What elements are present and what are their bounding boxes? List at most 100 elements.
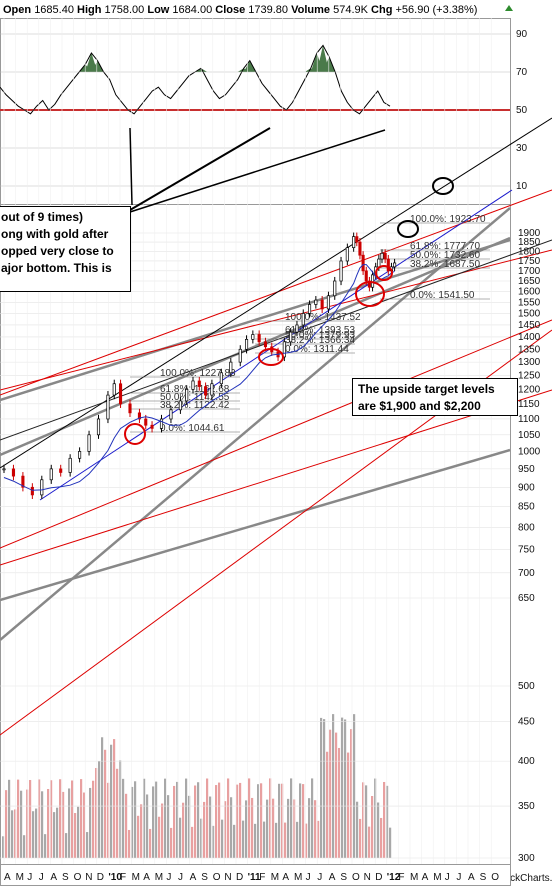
trend-line bbox=[0, 448, 511, 602]
volume-bar bbox=[338, 747, 341, 858]
volume-bar bbox=[350, 729, 353, 858]
volume-tick-label: 450 bbox=[518, 716, 535, 727]
volume-bar bbox=[305, 823, 308, 858]
volume-bar bbox=[239, 782, 242, 858]
price-tick-label: 1250 bbox=[518, 370, 541, 381]
time-tick-label: J bbox=[306, 872, 311, 883]
volume-bar bbox=[284, 822, 287, 858]
candle-body bbox=[339, 260, 343, 282]
volume-bar bbox=[221, 819, 224, 858]
moving-average-line bbox=[3, 264, 395, 491]
volume-bar bbox=[59, 779, 62, 858]
volume-bar bbox=[98, 761, 101, 858]
volume-bar bbox=[260, 783, 263, 858]
time-tick-label: S bbox=[62, 872, 69, 883]
highlight-circle bbox=[432, 177, 454, 195]
price-tick-label: 1650 bbox=[518, 276, 541, 287]
volume-bar bbox=[83, 792, 86, 858]
price-tick-label: 950 bbox=[518, 464, 535, 475]
volume-bar bbox=[71, 780, 74, 858]
volume-bar bbox=[356, 801, 359, 858]
time-tick-label: A bbox=[143, 872, 150, 883]
price-tick-label: 1550 bbox=[518, 297, 541, 308]
volume-bar bbox=[128, 829, 131, 858]
candle-body bbox=[238, 348, 242, 363]
time-tick-label: M bbox=[410, 872, 418, 883]
volume-bar bbox=[155, 781, 158, 858]
candle-body bbox=[68, 457, 72, 473]
note-right-line-1: The upside target levels bbox=[358, 382, 495, 396]
trend-line bbox=[0, 207, 511, 641]
volume-bar bbox=[209, 796, 212, 858]
volume-bar bbox=[311, 778, 314, 858]
candle-body bbox=[219, 372, 223, 385]
volume-bar bbox=[296, 821, 299, 858]
price-tick-label: 1500 bbox=[518, 308, 541, 319]
volume-bar bbox=[167, 795, 170, 858]
open-value: 1685.40 bbox=[34, 4, 74, 16]
candle-body bbox=[169, 409, 173, 420]
volume-bar bbox=[131, 786, 134, 858]
price-tick-label: 1150 bbox=[518, 399, 540, 410]
ohlc-header: Open 1685.40 High 1758.00 Low 1684.00 Cl… bbox=[3, 4, 513, 16]
volume-bar bbox=[359, 818, 362, 858]
note-left-line-1: out of 9 times) bbox=[1, 210, 84, 224]
volume-bar bbox=[89, 787, 92, 858]
volume-bar bbox=[146, 794, 149, 858]
candle-body bbox=[367, 280, 371, 288]
volume-bar bbox=[383, 781, 386, 858]
time-tick-label: A bbox=[50, 872, 57, 883]
candle-body bbox=[345, 247, 349, 262]
candle-body bbox=[386, 258, 390, 272]
volume-bar bbox=[203, 801, 206, 858]
candle-body bbox=[191, 380, 195, 390]
grid-layer bbox=[0, 18, 510, 864]
volume-bar bbox=[386, 785, 389, 858]
time-tick-label: A bbox=[468, 872, 475, 883]
volume-bar bbox=[101, 737, 104, 858]
volume-bar bbox=[275, 822, 278, 858]
price-tick-label: 1050 bbox=[518, 430, 541, 441]
time-tick-label: N bbox=[85, 872, 92, 883]
price-tick-label: 1600 bbox=[518, 286, 541, 297]
volume-bar bbox=[50, 780, 53, 858]
candle-body bbox=[59, 468, 63, 473]
time-tick-label: F bbox=[398, 872, 404, 883]
candle-body bbox=[355, 236, 359, 243]
candle-body bbox=[2, 468, 6, 471]
volume-layer bbox=[2, 714, 392, 858]
volume-bar bbox=[206, 778, 209, 858]
price-tick-label: 850 bbox=[518, 502, 535, 513]
time-tick-label: M bbox=[16, 872, 24, 883]
volume-bar bbox=[347, 752, 350, 858]
candle-body bbox=[159, 418, 164, 429]
fib-level-label: 0.0%: 1044.61 bbox=[160, 423, 225, 434]
time-tick-label: D bbox=[236, 872, 243, 883]
price-tick-label: 800 bbox=[518, 522, 535, 533]
time-tick-label: J bbox=[456, 872, 461, 883]
volume-bar bbox=[236, 784, 239, 858]
volume-bar bbox=[320, 717, 323, 858]
candle-body bbox=[361, 254, 365, 272]
volume-bar bbox=[365, 785, 368, 858]
candle-body bbox=[301, 313, 305, 326]
fib-level-label: 50.0%: 1732.60 bbox=[410, 250, 480, 261]
volume-bar bbox=[263, 821, 266, 858]
volume-bar bbox=[92, 780, 95, 858]
target-levels-note: The upside target levels are $1,900 and … bbox=[352, 378, 518, 416]
candle-body bbox=[87, 434, 91, 452]
fib-level-label: 61.8%: 1162.68 bbox=[160, 384, 230, 395]
volume-bar bbox=[287, 798, 290, 858]
candle-body bbox=[251, 334, 255, 340]
rsi-tick-label: 70 bbox=[516, 67, 528, 78]
volume-bar bbox=[32, 811, 35, 858]
time-tick-label: J bbox=[39, 872, 44, 883]
fib-level-label: 38.2%: 1687.50 bbox=[410, 259, 480, 270]
highlight-circle bbox=[397, 220, 419, 238]
candle-body bbox=[128, 403, 132, 414]
rsi-tick-label: 90 bbox=[516, 29, 528, 40]
candle-body bbox=[178, 400, 182, 411]
close-label: Close bbox=[215, 4, 245, 16]
trend-line bbox=[0, 117, 552, 469]
